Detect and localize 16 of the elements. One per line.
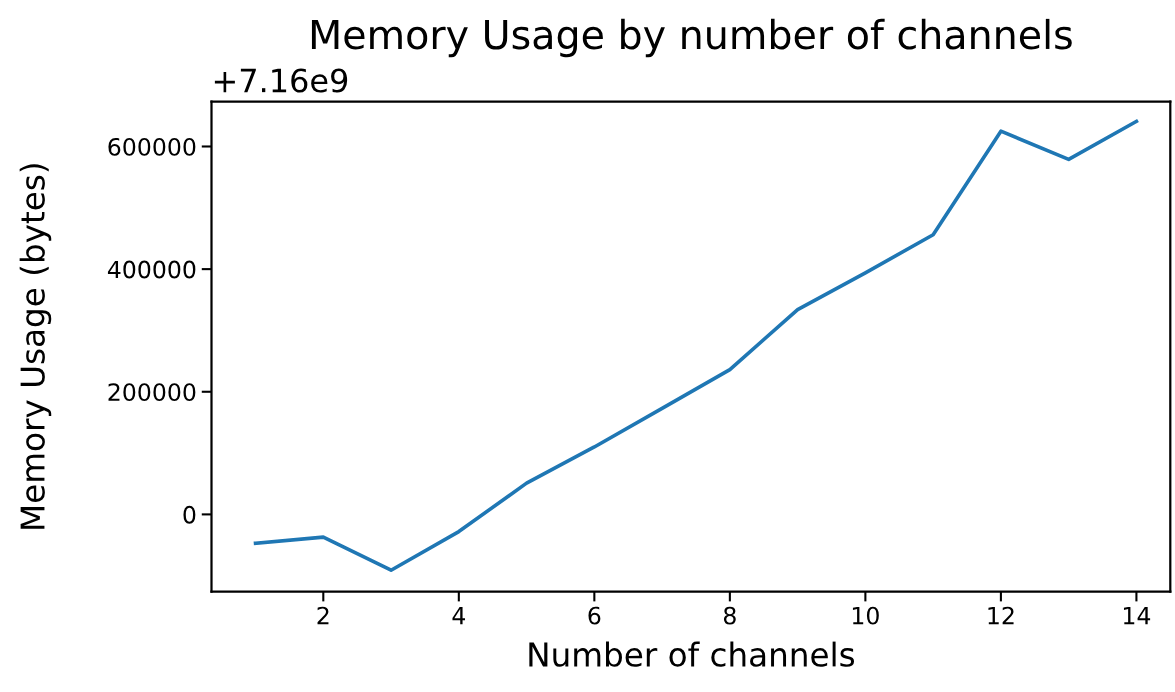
- chart-title: Memory Usage by number of channels: [311, 18, 1072, 58]
- text: +7.16e9: [214, 68, 348, 93]
- y-axis-title: Memory Usage (bytes): [19, 164, 52, 529]
- x-tick-label: 4: [452, 606, 466, 625]
- x-tick-label: 8: [723, 606, 736, 625]
- x-tick-label: 12: [988, 606, 1014, 625]
- x-tick-label: 10: [852, 606, 879, 625]
- x-axis-title: Number of channels: [529, 641, 855, 667]
- y-tick-label: 0: [183, 505, 196, 524]
- y-tick-label: 200000: [108, 383, 196, 402]
- x-tick-label: 6: [588, 606, 601, 625]
- y-tick-label: 600000: [108, 137, 196, 156]
- line-series: [253, 119, 1139, 573]
- y-tick-label: 400000: [107, 260, 196, 279]
- x-tick-label: 2: [317, 606, 329, 625]
- x-tick-label: 14: [1123, 606, 1151, 625]
